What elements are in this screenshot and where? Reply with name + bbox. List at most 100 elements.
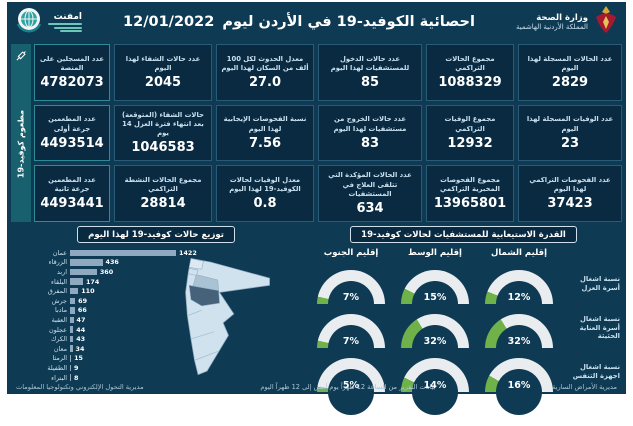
bar-row: البلقاء 174 — [25, 277, 301, 287]
stat-box: مجموع الحالات التراكمي 1088329 — [426, 44, 514, 101]
bar-value: 69 — [78, 296, 88, 305]
stat-label: مجموع الوفيات التراكمي — [444, 115, 496, 133]
infographic-canvas: امفنت احصائية الكوفيد-19 في الأردن ليوم … — [7, 2, 626, 426]
region-header: إقليم الجنوب — [323, 248, 379, 258]
bar-row: معان 34 — [25, 344, 301, 354]
stat-label: عدد المطعمين جرعة أولى — [48, 115, 96, 133]
stat-label: عدد الحالات المسجلة لهذا اليوم — [527, 54, 613, 72]
stat-column-3: عدد حالات الدخول للمستشفيات لهذا اليوم 85… — [318, 44, 422, 223]
stat-label: عدد حالات الخروج من مستشفيات لهذا اليوم — [333, 115, 407, 133]
bar-value: 8 — [74, 373, 79, 382]
stat-column-5: عدد حالات الشفاء لهذا اليوم 2045 حالات الش… — [114, 44, 212, 223]
stat-box: حالات الشفاء (المتوقعة) بعد انتهاء فترة … — [114, 104, 212, 162]
footer-right: مديرية الأمراض السارية — [552, 383, 617, 391]
bar-value: 110 — [81, 287, 95, 296]
page-title: احصائية الكوفيد-19 في الأردن ليوم 12/01/… — [123, 14, 475, 30]
bar-category-label: الطفيلة — [47, 363, 67, 372]
stat-value: 4493514 — [40, 135, 104, 151]
stat-value: 4493441 — [40, 196, 104, 212]
stat-value: 2045 — [144, 75, 182, 90]
capacity-row-label: نسبة اشغال أسرة العزل — [579, 275, 620, 292]
bar-row: عجلون 44 — [25, 325, 301, 335]
bar — [70, 374, 71, 381]
stat-value: 1046583 — [131, 140, 195, 156]
bar-value: 9 — [74, 363, 79, 372]
jordan-map — [185, 258, 270, 376]
title-text: احصائية الكوفيد-19 في الأردن ليوم — [222, 14, 475, 30]
gauge-cell: 12% — [478, 262, 560, 338]
stat-label: حالات الشفاء (المتوقعة) بعد انتهاء فترة … — [122, 110, 204, 138]
bar-row: الرمثا 15 — [25, 354, 301, 364]
stat-box: عدد الوفيات المسجلة لهذا اليوم 23 — [518, 104, 622, 162]
gauge: 16% — [485, 358, 553, 426]
gauge: 32% — [401, 314, 469, 382]
bar-value: 1422 — [179, 248, 197, 257]
capacity-grid: إقليم الشمال إقليم الوسط إقليم الجنوب نسبة … — [305, 248, 622, 426]
emphnet-name: امفنت — [53, 11, 82, 22]
stat-label: مجموع الفحوصات المخبرية التراكمي — [440, 176, 500, 194]
stat-box: عدد حالات الخروج من مستشفيات لهذا اليوم 8… — [318, 104, 422, 162]
gauge: 7% — [317, 270, 385, 338]
bar-value: 174 — [85, 277, 100, 286]
logo-line — [54, 26, 82, 29]
gauge-percentage: 32% — [423, 336, 447, 347]
gauge-percentage: 14% — [423, 380, 447, 391]
globe-icon — [15, 6, 43, 38]
vaccination-sidebar: مطعوم كوفيد-19 — [11, 44, 31, 222]
bar — [70, 249, 176, 257]
bar — [70, 268, 97, 276]
vaccination-sidebar-label: مطعوم كوفيد-19 — [16, 109, 26, 178]
bar-value: 47 — [76, 315, 86, 324]
gauge-hole — [496, 369, 542, 415]
logo-line — [48, 23, 82, 26]
gauge-hole — [328, 369, 374, 415]
stat-box: عدد حالات الدخول للمستشفيات لهذا اليوم 85 — [318, 44, 422, 101]
bar-category-label: عمان — [52, 248, 67, 257]
bar-value: 360 — [99, 267, 114, 276]
bar — [70, 307, 75, 314]
bar-category-label: مادبا — [55, 306, 67, 315]
ministry-text: وزارة الصحة المملكة الأردنية الهاشمية — [516, 13, 588, 31]
stat-label: عدد حالات الشفاء لهذا اليوم — [125, 54, 201, 72]
gauge-percentage: 7% — [342, 292, 360, 303]
footer: مديرية التحول الإلكتروني وتكنولوجيا المع… — [7, 383, 626, 391]
gauge-percentage: 15% — [423, 292, 447, 303]
stat-value: 12932 — [447, 135, 493, 151]
stat-label: معدل الحدوث لكل 100 ألف من السكان لهذا ا… — [221, 54, 309, 72]
bar-category-label: الكرك — [50, 335, 67, 344]
stat-label: عدد الوفيات المسجلة لهذا اليوم — [526, 115, 614, 133]
stat-value: 13965801 — [433, 196, 507, 212]
stat-column-1: عدد الحالات المسجلة لهذا اليوم 2829 عدد ال… — [518, 44, 622, 223]
stat-label: عدد الفحوصات التراكمي لهذا اليوم — [529, 176, 611, 194]
stat-box: مجموع الحالات النشطة التراكمي 28814 — [114, 165, 212, 223]
distribution-title: توزيع حالات كوفيد-19 لهذا اليوم — [77, 226, 235, 243]
stat-box: عدد المطعمين جرعة ثانية 4493441 — [34, 165, 110, 223]
gauge-cell: 15% — [394, 262, 476, 338]
bar-value: 34 — [75, 344, 85, 353]
stat-value: 0.8 — [253, 196, 277, 212]
syringe-icon — [13, 49, 28, 68]
bar — [70, 326, 74, 333]
gauge-hole — [412, 369, 458, 415]
stat-box: عدد الفحوصات التراكمي لهذا اليوم 37423 — [518, 165, 622, 223]
region-header: إقليم الوسط — [408, 248, 462, 258]
bar-category-label: جرش — [51, 296, 67, 305]
stat-label: معدل الوفيات لحالات الكوفيد-19 لهذا اليو… — [229, 176, 301, 194]
gauge-percentage: 32% — [507, 336, 531, 347]
stat-box: عدد الحالات المسجلة لهذا اليوم 2829 — [518, 44, 622, 101]
stat-label: عدد المطعمين جرعة ثانية — [48, 176, 96, 194]
stat-value: 2829 — [551, 75, 589, 90]
capacity-row-label: نسبة اشغال أسرة العناية الحثيثة — [579, 314, 620, 341]
bar-value: 436 — [105, 258, 119, 267]
stat-value: 1088329 — [438, 75, 502, 90]
bar-category-label: عجلون — [48, 325, 67, 334]
logo-line — [60, 30, 82, 33]
bar — [70, 364, 71, 372]
stat-value: 37423 — [547, 196, 593, 212]
gauge: 5% — [317, 358, 385, 426]
stat-value: 4782073 — [40, 75, 104, 90]
emphnet-text: امفنت — [48, 12, 82, 33]
stat-column-2: مجموع الحالات التراكمي 1088329 مجموع الوفي… — [426, 44, 514, 223]
bar-row: الكرك 43 — [25, 334, 301, 344]
stat-value: 27.0 — [248, 75, 282, 90]
